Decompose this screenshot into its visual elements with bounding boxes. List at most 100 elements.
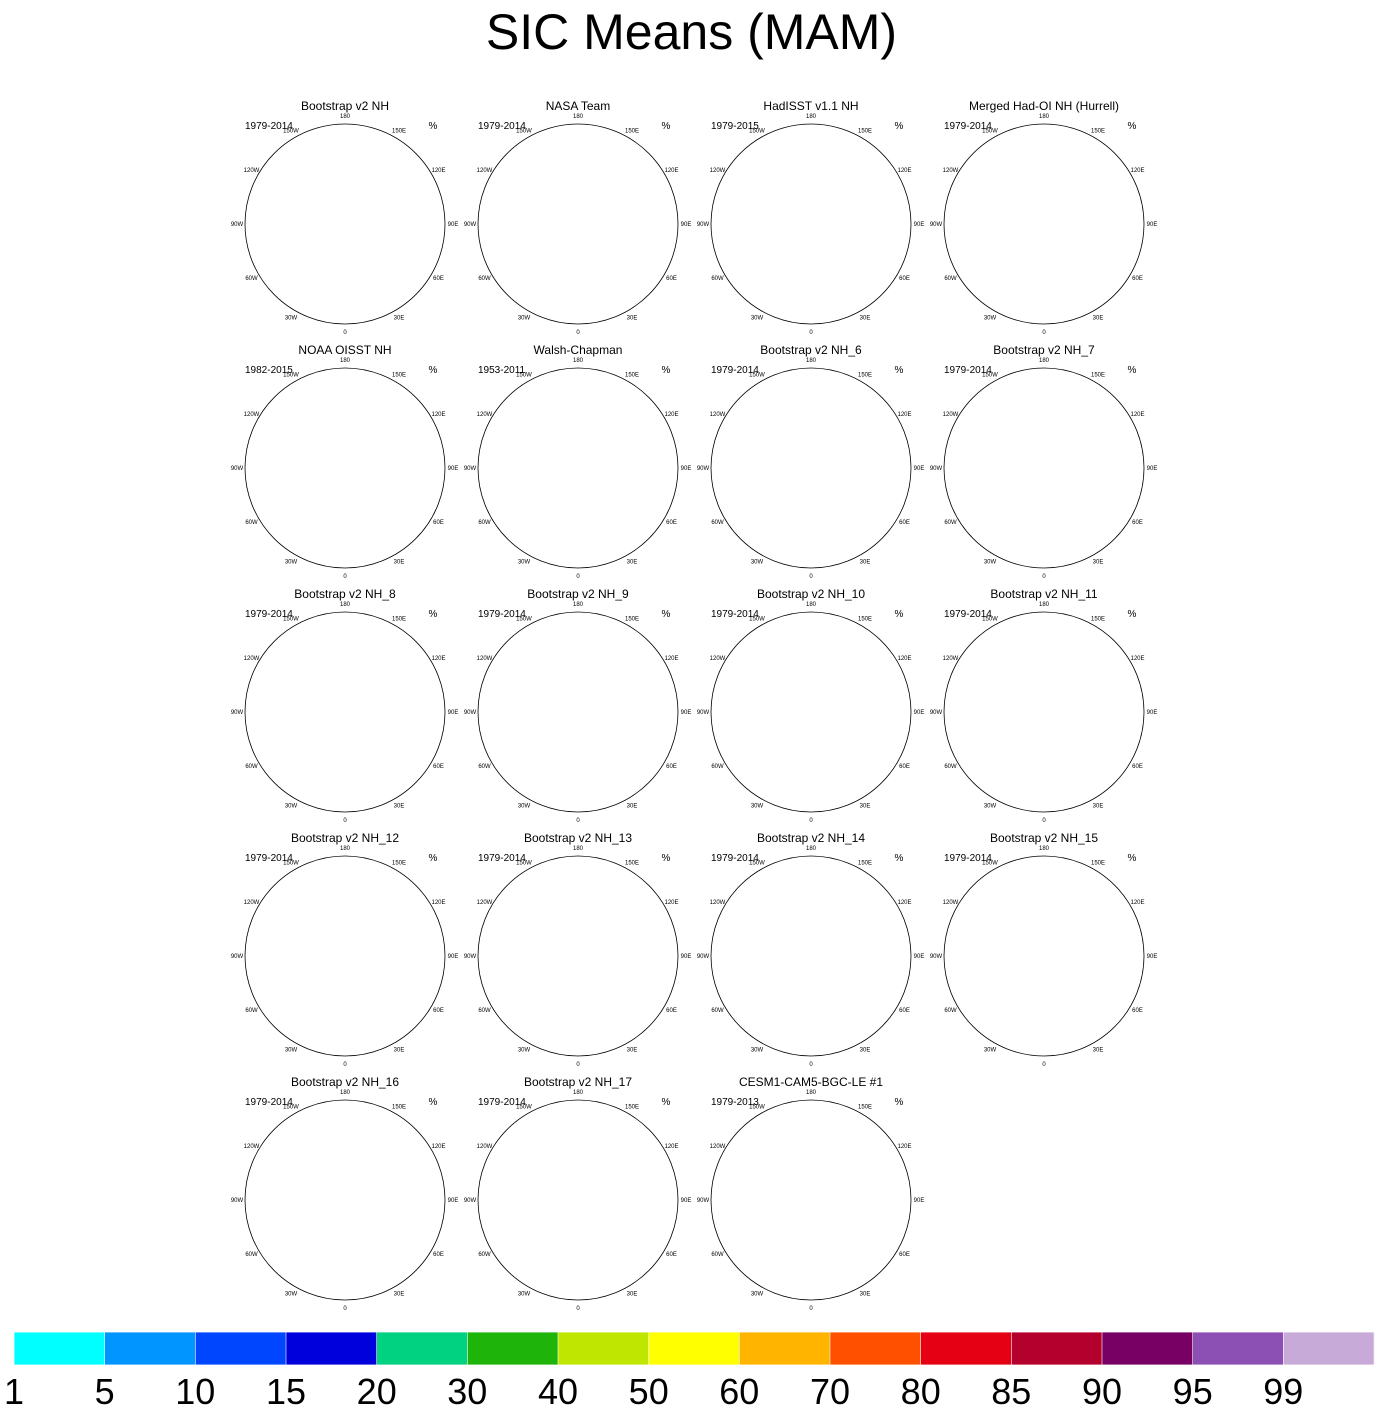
longitude-label: 60W xyxy=(245,520,258,526)
longitude-label: 0 xyxy=(576,818,580,824)
colorbar-box xyxy=(195,1331,287,1366)
longitude-label: 0 xyxy=(343,1306,347,1312)
panel-title: Bootstrap v2 NH_16 xyxy=(291,1075,399,1089)
panel-period: 1979-2014 xyxy=(245,121,293,132)
longitude-label: 180 xyxy=(573,114,584,120)
longitude-label: 0 xyxy=(343,574,347,580)
panel-unit: % xyxy=(429,365,438,376)
longitude-label: 150E xyxy=(625,1105,639,1111)
panel-title: Merged Had-OI NH (Hurrell) xyxy=(969,99,1119,113)
longitude-label: 180 xyxy=(806,114,817,120)
longitude-label: 60E xyxy=(899,520,910,526)
longitude-label: 120E xyxy=(1130,656,1144,662)
longitude-label: 30E xyxy=(860,804,871,810)
panel-period: 1979-2014 xyxy=(711,609,759,620)
colorbar-box xyxy=(376,1331,469,1366)
map-border xyxy=(244,1099,446,1301)
map-border xyxy=(244,611,446,813)
longitude-label: 60W xyxy=(245,276,258,282)
ocean-disk xyxy=(478,124,678,324)
longitude-label: 120W xyxy=(477,900,493,906)
longitude-label: 120W xyxy=(477,656,493,662)
map-panel-3: HadISST v1.1 NH 1979-2015 % 180 150E 120E 90E 6… xyxy=(697,99,925,336)
panel-period: 1979-2013 xyxy=(711,1097,759,1108)
longitude-label: 150E xyxy=(1091,373,1105,379)
panel-title: NOAA OISST NH xyxy=(298,343,391,357)
panel-unit: % xyxy=(895,853,904,864)
map-border xyxy=(943,855,1145,1057)
longitude-label: 30E xyxy=(1093,560,1104,566)
ocean-disk xyxy=(711,368,911,568)
longitude-label: 90W xyxy=(697,222,710,228)
panel-period: 1979-2014 xyxy=(711,853,759,864)
longitude-label: 60E xyxy=(666,520,677,526)
ocean-disk xyxy=(944,856,1144,1056)
longitude-label: 90W xyxy=(697,710,710,716)
longitude-label: 0 xyxy=(1042,1062,1046,1068)
ocean-disk xyxy=(245,612,445,812)
map-border xyxy=(710,855,912,1057)
longitude-label: 90W xyxy=(930,710,943,716)
longitude-label: 90E xyxy=(914,222,925,228)
panel-title: Walsh-Chapman xyxy=(534,343,623,357)
longitude-label: 180 xyxy=(1039,602,1050,608)
longitude-label: 120E xyxy=(664,168,678,174)
panel-period: 1979-2014 xyxy=(245,609,293,620)
ocean-disk xyxy=(711,1100,911,1300)
ocean-disk xyxy=(711,124,911,324)
longitude-label: 0 xyxy=(576,1062,580,1068)
map-panel-17: Bootstrap v2 NH_16 1979-2014 % 180 150E 120E 9… xyxy=(231,1075,459,1312)
longitude-label: 30E xyxy=(627,1048,638,1054)
longitude-label: 120E xyxy=(897,900,911,906)
longitude-label: 120E xyxy=(664,412,678,418)
longitude-label: 30W xyxy=(285,316,298,322)
longitude-label: 90W xyxy=(697,954,710,960)
longitude-label: 120W xyxy=(477,1144,493,1150)
longitude-label: 120W xyxy=(710,412,726,418)
longitude-label: 120E xyxy=(664,1144,678,1150)
map-border xyxy=(943,123,1145,325)
ocean-disk xyxy=(478,1100,678,1300)
longitude-label: 60W xyxy=(944,276,957,282)
panel-unit: % xyxy=(895,121,904,132)
longitude-label: 60W xyxy=(245,1252,258,1258)
panel-unit: % xyxy=(1128,365,1137,376)
panel-title: Bootstrap v2 NH_12 xyxy=(291,831,399,845)
panel-title: Bootstrap v2 NH_14 xyxy=(757,831,865,845)
longitude-label: 150W xyxy=(982,373,998,379)
longitude-label: 30W xyxy=(518,1048,531,1054)
longitude-label: 150W xyxy=(749,129,765,135)
longitude-label: 0 xyxy=(809,818,813,824)
map-border xyxy=(477,611,679,813)
longitude-label: 180 xyxy=(340,358,351,364)
longitude-label: 120W xyxy=(710,168,726,174)
longitude-label: 150W xyxy=(749,617,765,623)
longitude-label: 120E xyxy=(897,656,911,662)
colorbar-label: 15 xyxy=(266,1371,306,1412)
longitude-label: 150W xyxy=(982,129,998,135)
longitude-label: 30W xyxy=(285,804,298,810)
panel-title: Bootstrap v2 NH_11 xyxy=(990,587,1097,601)
longitude-label: 60W xyxy=(711,520,724,526)
longitude-label: 0 xyxy=(343,1062,347,1068)
panel-title: Bootstrap v2 NH xyxy=(301,99,389,113)
longitude-label: 120W xyxy=(244,656,260,662)
colorbar-box xyxy=(739,1331,831,1366)
longitude-label: 90W xyxy=(464,222,477,228)
colorbar-box xyxy=(1011,1331,1103,1366)
longitude-label: 150W xyxy=(982,617,998,623)
longitude-label: 150W xyxy=(283,373,299,379)
longitude-label: 60W xyxy=(944,520,957,526)
ocean-disk xyxy=(245,856,445,1056)
longitude-label: 60E xyxy=(433,276,444,282)
longitude-label: 60E xyxy=(899,276,910,282)
colorbar-box xyxy=(920,1331,1013,1366)
longitude-label: 90E xyxy=(914,710,925,716)
colorbar-label: 10 xyxy=(175,1371,215,1412)
chart-title: SIC Means (MAM) xyxy=(485,4,898,60)
panel-period: 1979-2014 xyxy=(944,365,992,376)
longitude-label: 150W xyxy=(516,617,532,623)
longitude-label: 30E xyxy=(860,316,871,322)
longitude-label: 180 xyxy=(573,846,584,852)
